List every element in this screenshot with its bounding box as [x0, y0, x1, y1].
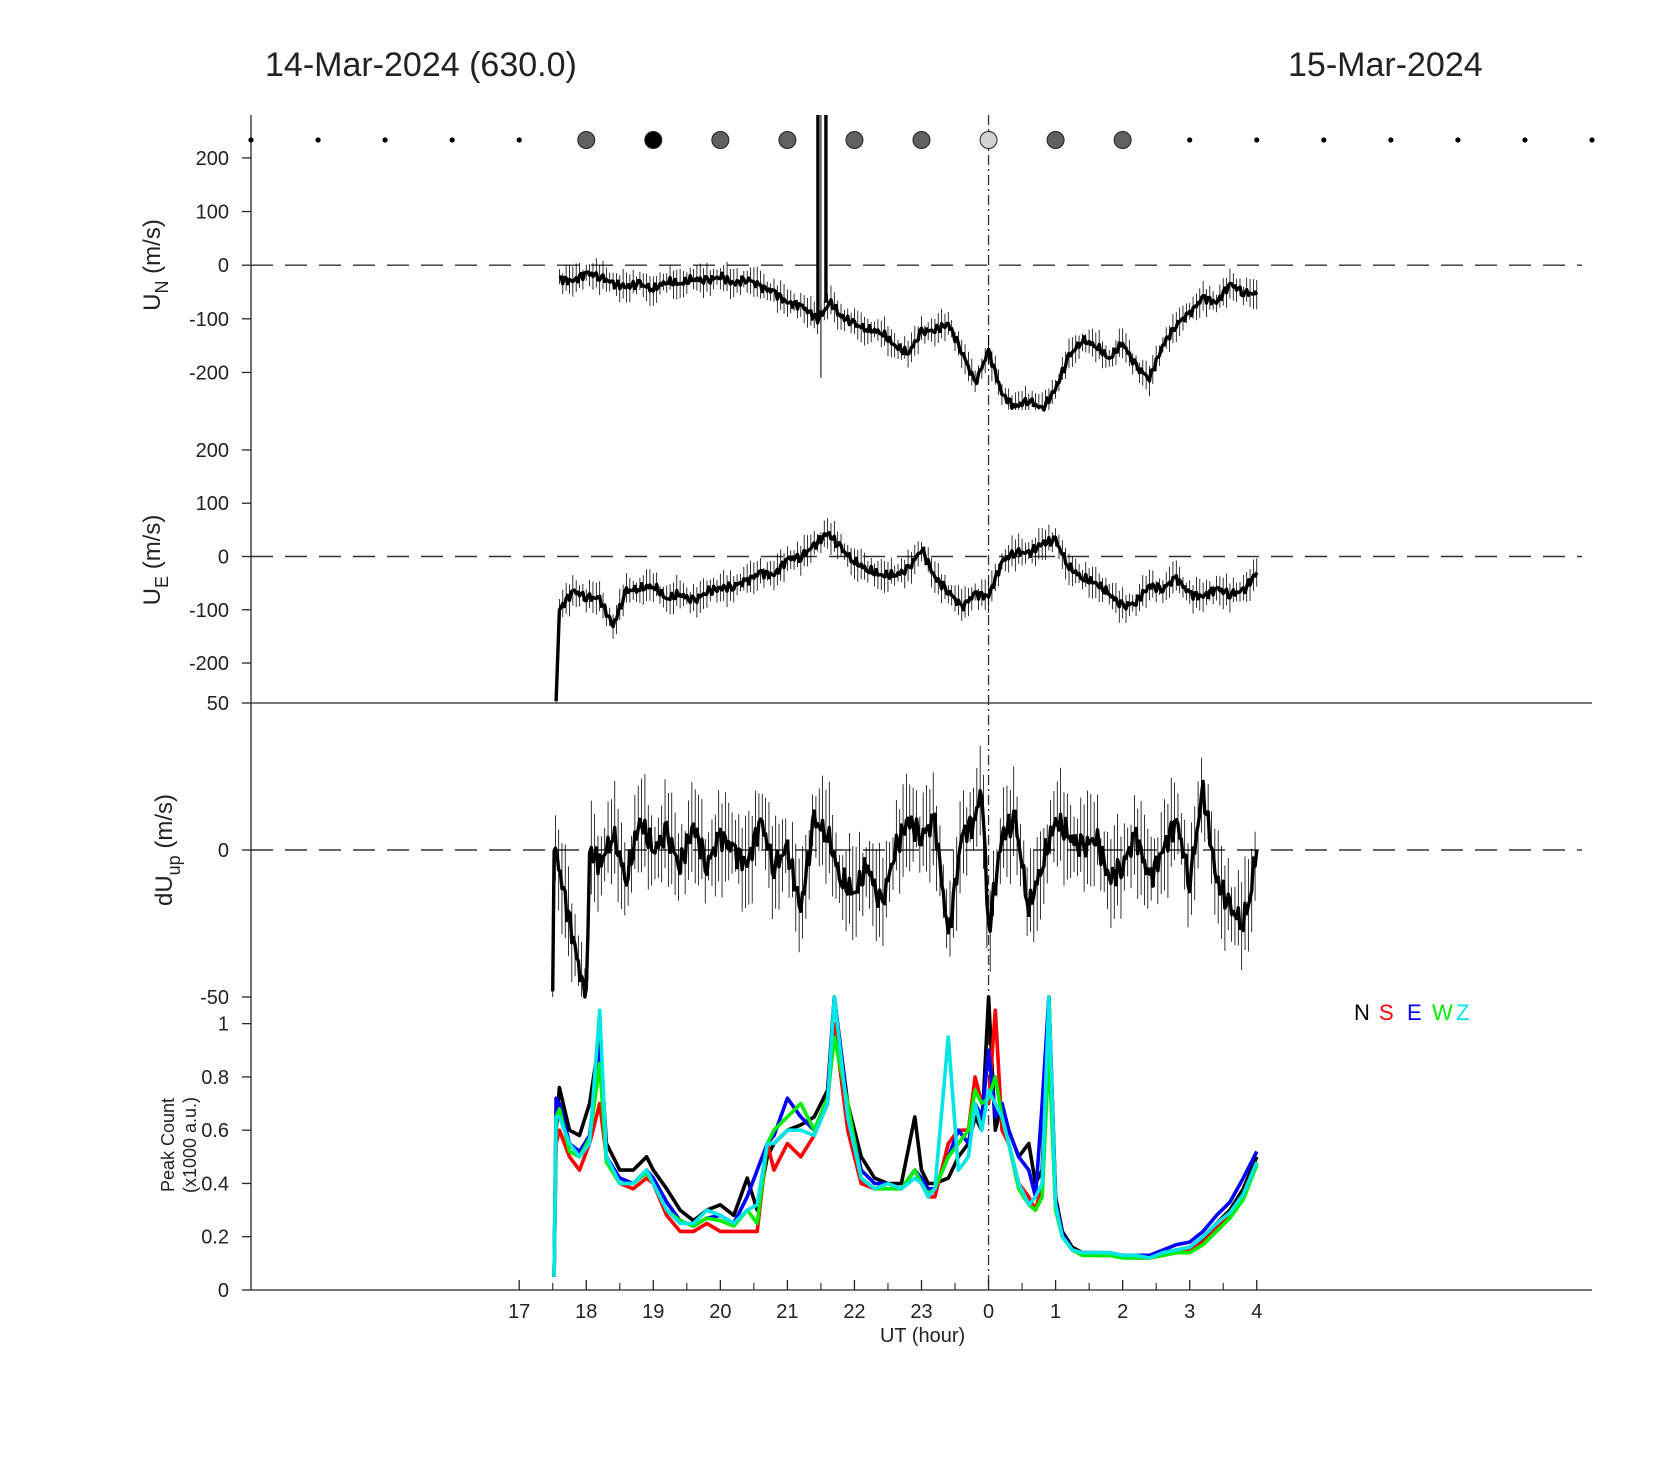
marker-dot	[248, 137, 254, 143]
y-axis-label: UN (m/s)	[139, 219, 172, 311]
marker-circle	[912, 131, 931, 149]
y-axis-label: Peak Count	[158, 1098, 178, 1192]
y-tick-label: 0.2	[201, 1227, 229, 1249]
legend-entry-Z: Z	[1456, 1000, 1469, 1025]
legend-entry-N: N	[1354, 1000, 1370, 1025]
series-line	[551, 779, 1259, 999]
x-tick-label: 1	[1050, 1301, 1061, 1323]
y-tick-label: -50	[200, 987, 229, 1009]
marker-dot	[382, 137, 388, 143]
marker-dot	[1187, 137, 1193, 143]
y-tick-label: 0	[218, 840, 229, 862]
marker-circle	[577, 131, 596, 149]
x-tick-label: 23	[910, 1301, 932, 1323]
marker-dot	[1321, 137, 1327, 143]
x-tick-label: 17	[508, 1301, 530, 1323]
y-tick-label: 0	[218, 1280, 229, 1302]
panel-zonal-wind: 200 100 0 -100 -200 UE (m/s)	[139, 440, 1582, 703]
x-tick-label: 20	[709, 1301, 731, 1323]
legend-entry-E: E	[1407, 1000, 1422, 1025]
panel-meridional-wind: 200 100 0 -100 -200 UN (m/s)	[139, 115, 1582, 412]
marker-circle	[778, 131, 797, 149]
marker-dot	[1589, 137, 1595, 143]
y-tick-label: -100	[189, 309, 229, 331]
series-line-S	[552, 1008, 1259, 1277]
series-line	[559, 270, 1259, 412]
x-tick-label: 18	[575, 1301, 597, 1323]
axes-layer: 17 18 19 20 21 22 23 0 1 2 3 4UT (hour)	[248, 115, 1595, 1347]
x-tick-label: 4	[1251, 1301, 1262, 1323]
y-tick-label: 1	[218, 1014, 229, 1036]
x-tick-label: 19	[642, 1301, 664, 1323]
x-tick-label: 2	[1117, 1301, 1128, 1323]
x-tick-label: 21	[776, 1301, 798, 1323]
y-tick-label: -100	[189, 600, 229, 622]
y-axis-label: (x1000 a.u.)	[180, 1097, 200, 1193]
x-axis-label: UT (hour)	[880, 1325, 965, 1347]
legend-entry-S: S	[1379, 1000, 1394, 1025]
y-tick-label: 200	[196, 440, 229, 462]
figure-title-right: 15-Mar-2024	[1288, 46, 1483, 84]
y-tick-label: 50	[207, 693, 229, 715]
marker-circle	[644, 131, 663, 149]
y-tick-label: 0	[218, 255, 229, 277]
y-tick-label: 0.4	[201, 1173, 229, 1195]
y-tick-label: 0.8	[201, 1067, 229, 1089]
y-tick-label: -200	[189, 653, 229, 675]
marker-circle	[979, 131, 998, 149]
marker-dot	[1522, 137, 1528, 143]
series-line-Z	[552, 995, 1259, 1277]
marker-dot	[449, 137, 455, 143]
marker-circle	[1113, 131, 1132, 149]
marker-circle	[845, 131, 864, 149]
y-tick-label: 200	[196, 148, 229, 170]
x-tick-label: 3	[1184, 1301, 1195, 1323]
series-line	[554, 531, 1259, 702]
y-tick-label: 0.6	[201, 1120, 229, 1142]
y-axis-label: UE (m/s)	[139, 515, 172, 606]
marker-dot	[1455, 137, 1461, 143]
marker-dot	[516, 137, 522, 143]
marker-dot	[315, 137, 321, 143]
marker-circle	[1046, 131, 1065, 149]
marker-dot	[1388, 137, 1394, 143]
y-tick-label: 100	[196, 493, 229, 515]
figure-title-left: 14-Mar-2024 (630.0)	[265, 46, 577, 84]
series-line-N	[552, 995, 1259, 1277]
legend-entry-W: W	[1432, 1000, 1453, 1025]
panel-vertical-wind: 50 0 -50 dUup (m/s)	[151, 693, 1582, 1009]
y-tick-label: -200	[189, 362, 229, 384]
x-tick-label: 0	[983, 1301, 994, 1323]
panel-peak-count: 1 0.8 0.6 0.4 0.2 0 Peak Count (x1000 a.u.)	[158, 995, 1259, 1302]
y-axis-label: dUup (m/s)	[151, 794, 184, 906]
y-tick-label: 100	[196, 202, 229, 224]
y-tick-label: 0	[218, 547, 229, 569]
x-tick-label: 22	[843, 1301, 865, 1323]
marker-dot	[1254, 137, 1260, 143]
series-line-E	[552, 995, 1259, 1277]
marker-circle	[711, 131, 730, 149]
